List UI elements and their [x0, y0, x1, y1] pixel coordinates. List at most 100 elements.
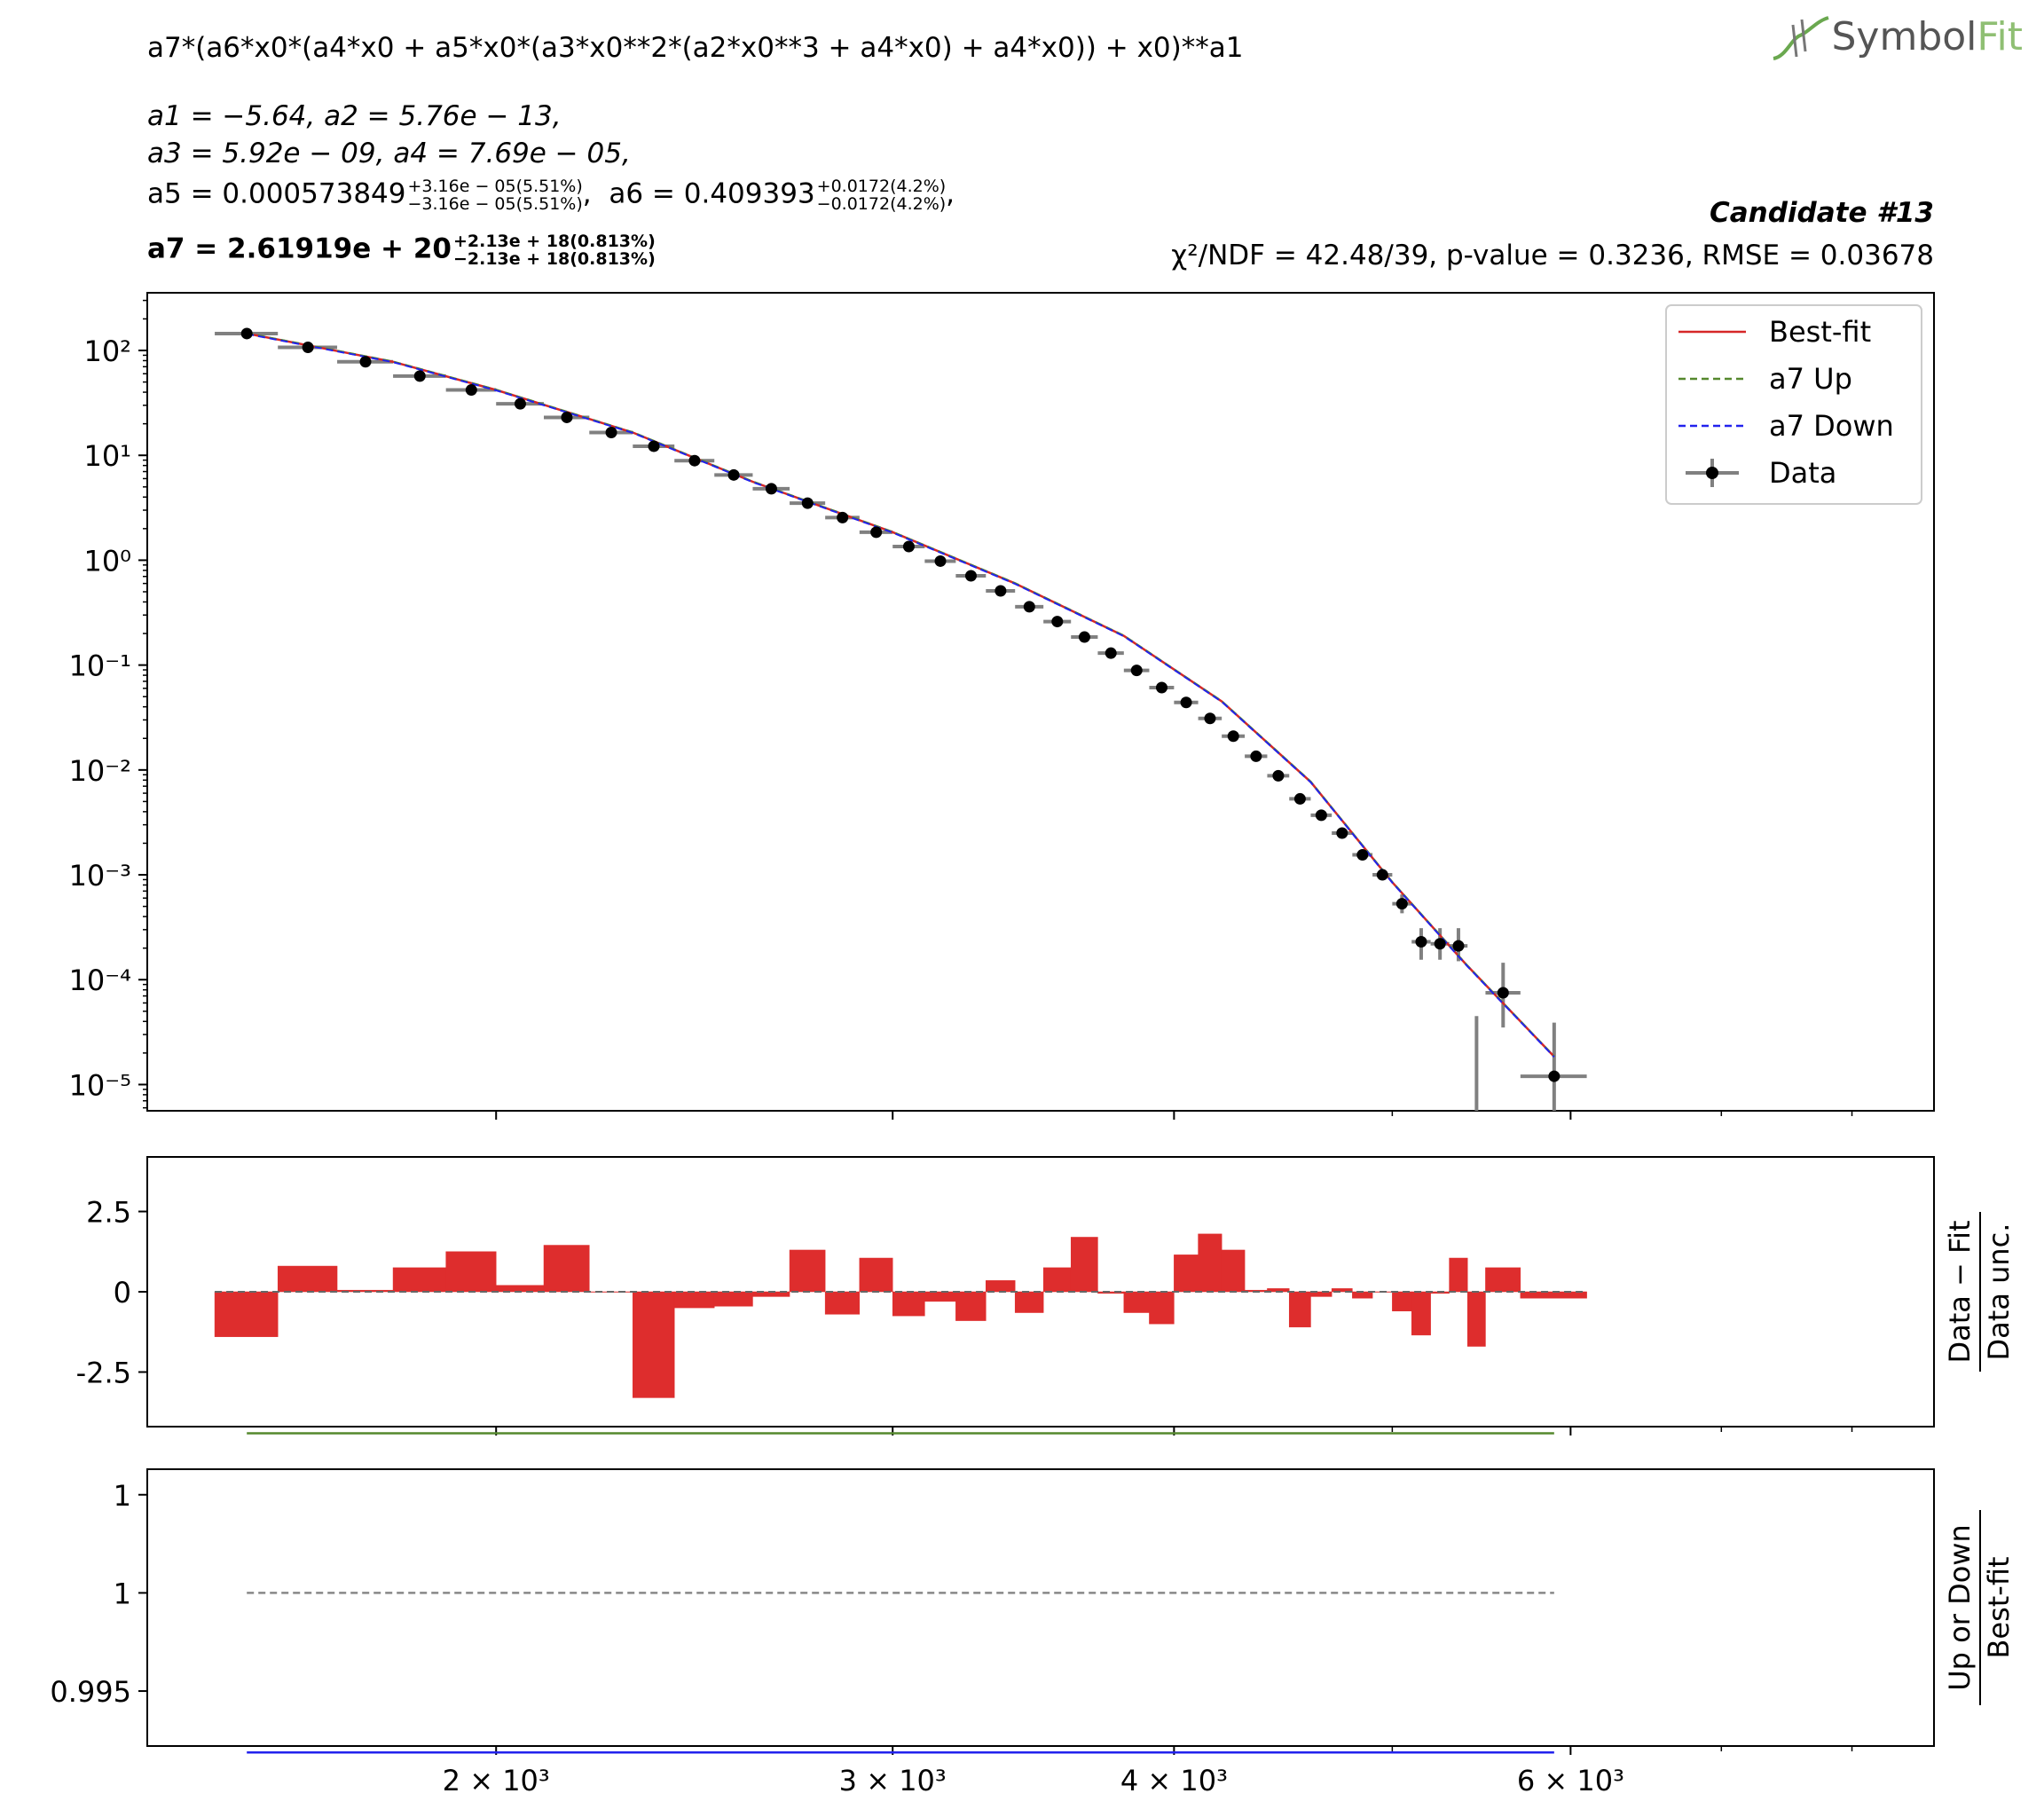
data-point-21 — [1078, 631, 1090, 643]
data-point-3 — [413, 370, 426, 382]
pull-bar-17 — [955, 1291, 987, 1321]
data-point-27 — [1227, 730, 1239, 743]
pull-bar-31 — [1310, 1291, 1333, 1297]
data-point-6 — [561, 411, 573, 423]
main-ytick-label-1: 10¹ — [83, 439, 131, 473]
params-line-3: a5 = 0.000573849 +3.16e − 05(5.51%) −3.16e… — [147, 177, 955, 214]
a6-up-unc: +0.0172(4.2%) — [816, 177, 947, 196]
fit-stats: χ²/NDF = 42.48/39, p-value = 0.3236, RMS… — [1171, 240, 1934, 271]
params-line-4: a7 = 2.61919e + 20 +2.13e + 18(0.813%) −2.… — [147, 232, 656, 268]
data-point-40 — [1497, 987, 1509, 999]
xtick-label-0: 2 × 10³ — [443, 1764, 550, 1797]
data-point-32 — [1336, 827, 1348, 839]
pull-bar-33 — [1352, 1291, 1373, 1299]
data-point-38 — [1452, 940, 1465, 952]
pull-ytick-label-0: 2.5 — [86, 1196, 131, 1230]
pull-ytick-label-1: 0 — [114, 1276, 131, 1310]
pull-bar-30 — [1288, 1291, 1311, 1328]
logo-text-accent: Fit — [1977, 14, 2023, 59]
main-ytick-label-6: 10⁻⁴ — [69, 964, 131, 997]
ratio-ylabel-den: Best-fit — [1982, 1556, 2016, 1658]
legend-swatch-point-3 — [1706, 467, 1718, 479]
pull-bar-10 — [713, 1291, 753, 1307]
legend-label-3: Data — [1769, 456, 1836, 490]
data-point-14 — [870, 526, 883, 539]
params-line-1: a1 = −5.64, a2 = 5.76e − 13, — [147, 100, 562, 132]
pull-bar-3 — [392, 1267, 446, 1293]
main-plot-frame — [146, 292, 1935, 1112]
data-point-41 — [1548, 1070, 1561, 1082]
legend-label-1: a7 Up — [1769, 362, 1852, 396]
legend-label-0: Best-fit — [1769, 315, 1871, 349]
pull-bar-23 — [1123, 1291, 1150, 1313]
logo-text-main: Symbol — [1831, 14, 1977, 59]
a7-down-curve — [247, 333, 1555, 1058]
data-point-4 — [465, 384, 477, 397]
candidate-label: Candidate #13 — [1709, 197, 1934, 229]
data-point-28 — [1250, 750, 1262, 762]
pull-bar-8 — [633, 1291, 675, 1398]
a7-up-curve — [247, 332, 1555, 1058]
data-point-23 — [1130, 665, 1143, 677]
main-data-group — [215, 327, 1587, 1111]
best-fit-curve — [246, 332, 1555, 1058]
data-point-25 — [1180, 696, 1192, 709]
pull-bar-36 — [1411, 1291, 1431, 1336]
data-point-7 — [605, 427, 617, 439]
pull-bar-24 — [1149, 1291, 1175, 1325]
data-point-30 — [1293, 792, 1306, 805]
pull-bar-41 — [1520, 1291, 1587, 1299]
data-point-36 — [1415, 935, 1427, 948]
ratio-ytick-label-1: 1 — [114, 1577, 131, 1610]
data-point-11 — [765, 483, 777, 495]
a5-down-unc: −3.16e − 05(5.51%) — [407, 194, 583, 214]
pull-bar-21 — [1070, 1237, 1098, 1293]
data-point-35 — [1395, 898, 1408, 910]
a5-up-unc: +3.16e − 05(5.51%) — [407, 177, 583, 196]
ratio-ylabel-num: Up or Down — [1943, 1524, 1977, 1690]
pull-bar-9 — [673, 1291, 715, 1309]
data-point-8 — [648, 440, 660, 452]
pull-bar-1 — [277, 1265, 338, 1293]
params-line-2: a3 = 5.92e − 09, a4 = 7.69e − 05, — [147, 138, 631, 169]
a6-separator: , — [946, 177, 955, 210]
data-point-19 — [1023, 601, 1035, 613]
data-point-18 — [994, 585, 1007, 597]
xtick-label-2: 4 × 10³ — [1120, 1764, 1228, 1797]
pull-bar-39 — [1466, 1291, 1486, 1347]
pull-bar-25 — [1174, 1255, 1199, 1293]
data-point-24 — [1156, 681, 1168, 694]
a5-value: a5 = 0.000573849 — [147, 177, 406, 210]
pull-ylabel-den: Data unc. — [1982, 1223, 2016, 1361]
ratio-ytick-label-2: 0.995 — [50, 1675, 131, 1709]
pull-bar-40 — [1485, 1267, 1521, 1293]
a6-down-unc: −0.0172(4.2%) — [816, 194, 947, 214]
data-point-9 — [688, 454, 701, 467]
pull-bar-27 — [1221, 1249, 1246, 1293]
pull-ytick-label-2: -2.5 — [76, 1356, 131, 1389]
pull-bar-5 — [495, 1285, 545, 1293]
pull-bar-19 — [1014, 1291, 1044, 1313]
data-point-29 — [1272, 769, 1285, 782]
logo-mark-icon — [1772, 16, 1829, 60]
data-point-16 — [934, 555, 947, 567]
data-point-10 — [727, 468, 740, 481]
main-ytick-label-0: 10² — [83, 334, 131, 368]
data-point-26 — [1204, 712, 1216, 725]
pull-bar-4 — [445, 1251, 497, 1293]
xtick-label-3: 6 × 10³ — [1517, 1764, 1624, 1797]
formula-text: a7*(a6*x0*(a4*x0 + a5*x0*(a3*x0**2*(a2*x… — [147, 32, 1244, 64]
a6-value: a6 = 0.409393 — [609, 177, 815, 210]
data-point-5 — [514, 397, 526, 410]
pull-bar-35 — [1392, 1291, 1412, 1311]
data-point-12 — [801, 497, 814, 509]
main-ytick-label-3: 10⁻¹ — [69, 649, 131, 683]
data-point-20 — [1051, 616, 1064, 628]
main-ytick-label-4: 10⁻² — [69, 754, 131, 788]
pull-ylabel: Data − Fit Data unc. — [1943, 1212, 2016, 1372]
pull-bar-16 — [924, 1291, 956, 1302]
data-point-22 — [1105, 647, 1117, 659]
ratio-ylabel: Up or Down Best-fit — [1943, 1510, 2016, 1705]
pull-bar-18 — [986, 1280, 1016, 1293]
